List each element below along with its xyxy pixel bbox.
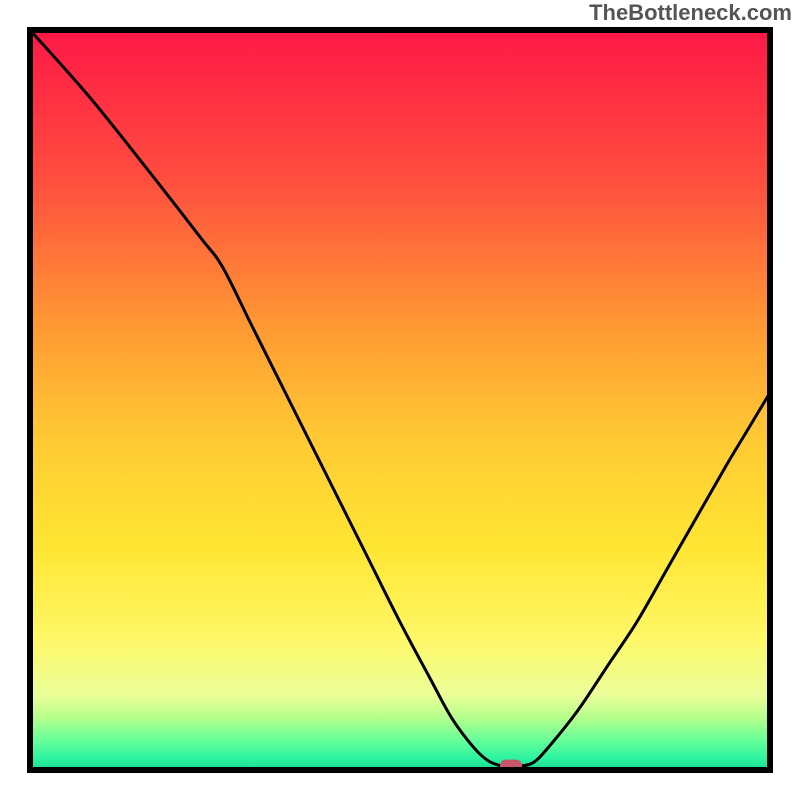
chart-stage: TheBottleneck.com xyxy=(0,0,800,800)
watermark-text: TheBottleneck.com xyxy=(589,0,792,26)
gradient-background xyxy=(30,30,770,770)
bottleneck-chart xyxy=(0,0,800,800)
